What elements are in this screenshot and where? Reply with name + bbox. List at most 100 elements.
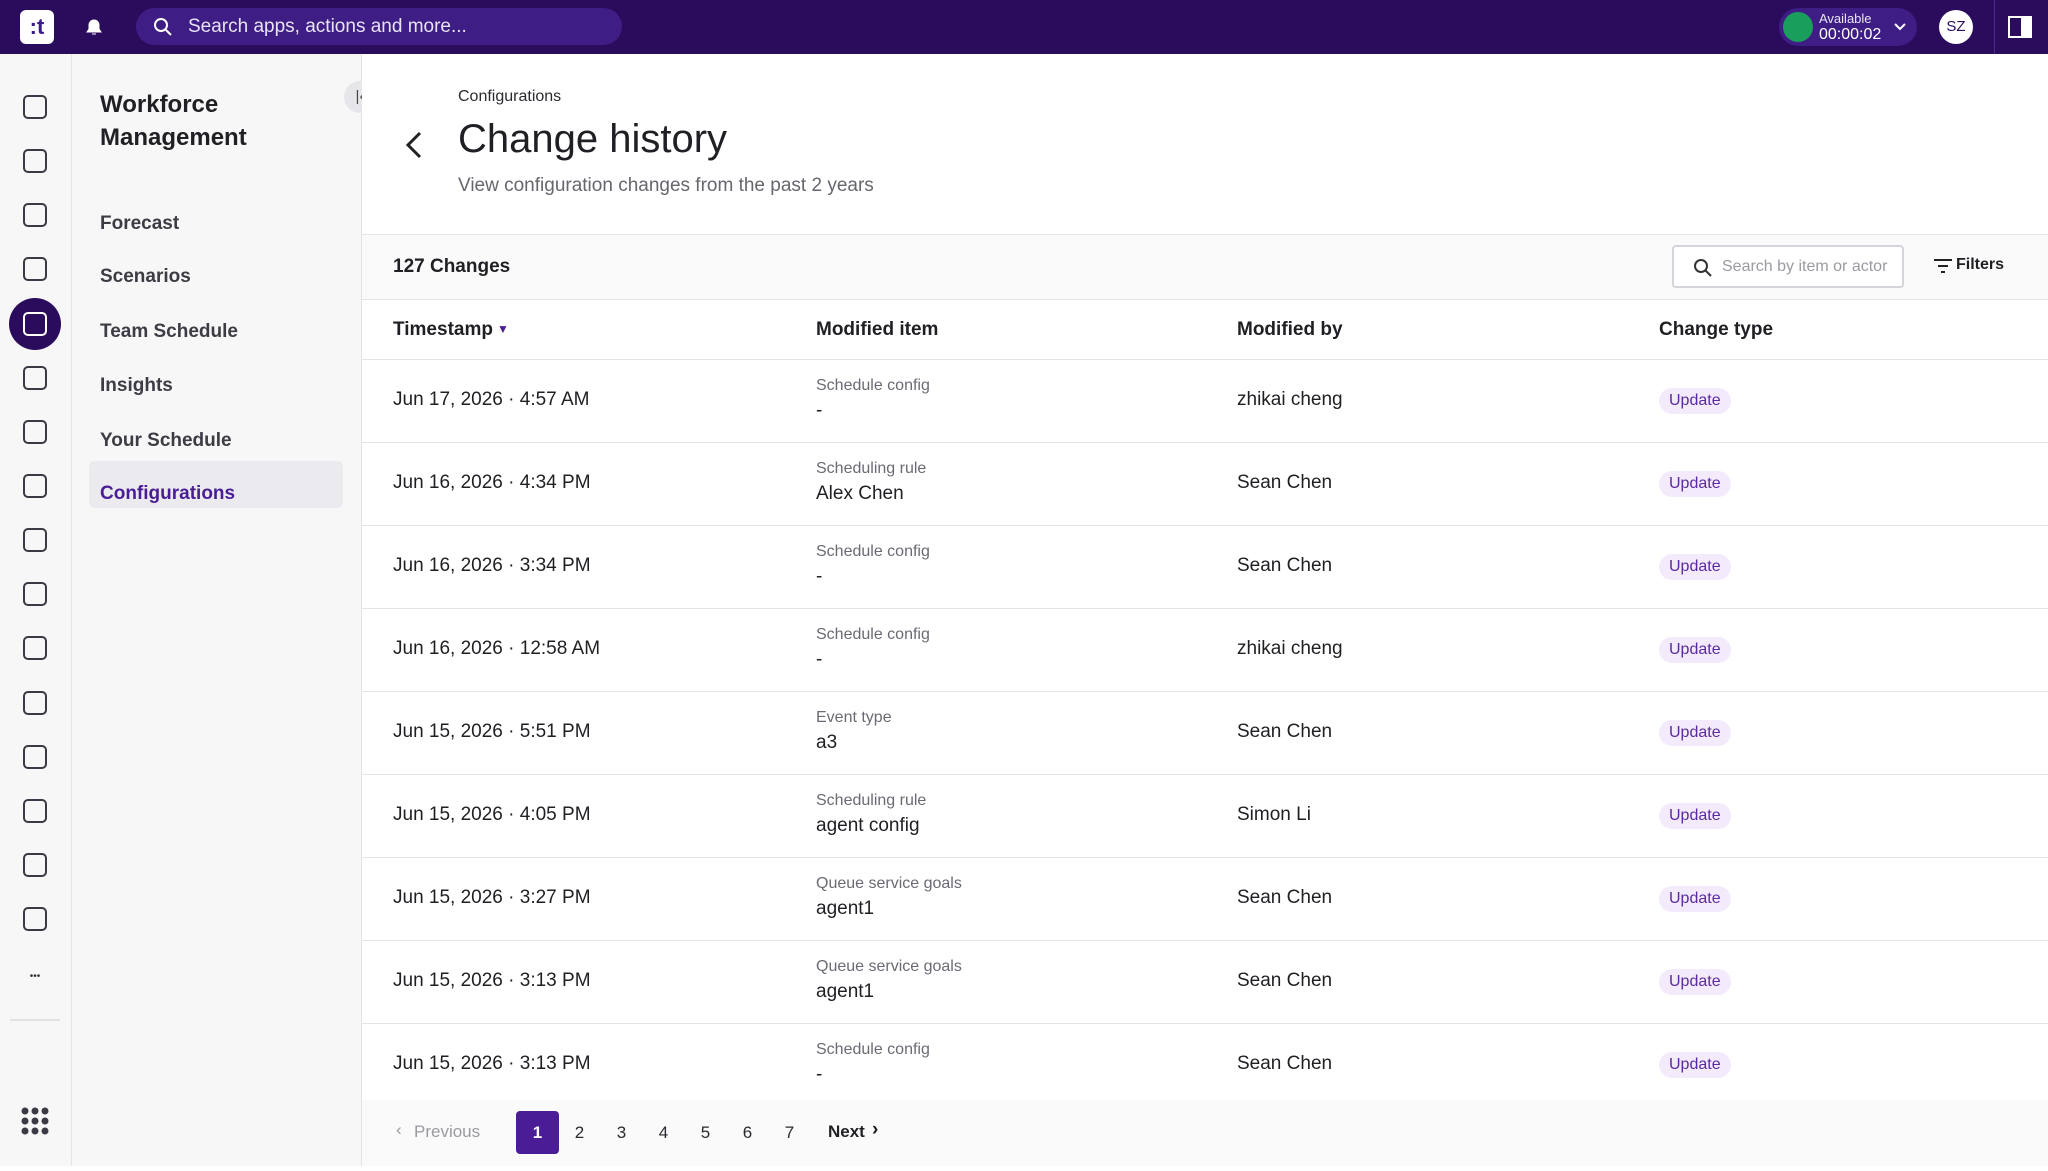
- page-button[interactable]: 6: [742, 1123, 753, 1142]
- table-row[interactable]: Jun 15, 2026 · 3:27 PM Queue service goal…: [362, 858, 2048, 941]
- apps-dot[interactable]: [21, 1107, 29, 1115]
- timestamp: Jun 16, 2026 · 3:34 PM: [393, 555, 591, 576]
- apps-dot[interactable]: [21, 1117, 29, 1125]
- apps-dot[interactable]: [21, 1127, 29, 1135]
- page-button[interactable]: 2: [574, 1123, 585, 1142]
- chevron: [1894, 23, 1906, 31]
- modified-by: Sean Chen: [1237, 970, 1333, 991]
- item-type: Scheduling rule: [816, 460, 927, 477]
- toolbar: 127 Changes Search by item or actor Filt…: [362, 234, 2048, 300]
- table-row[interactable]: Jun 15, 2026 · 3:13 PM Schedule config - Se…: [362, 1024, 2048, 1107]
- rail-icon[interactable]: [23, 420, 47, 444]
- item-type: Event type: [816, 709, 892, 726]
- page-button[interactable]: 7: [784, 1123, 795, 1142]
- nav-item[interactable]: Scenarios: [100, 266, 191, 287]
- rail-icon[interactable]: [23, 582, 47, 606]
- column-header: Change type: [1659, 319, 1774, 340]
- status-label: Available: [1819, 11, 1872, 26]
- filters-label: Filters: [1956, 256, 2005, 273]
- page-button[interactable]: 3: [616, 1123, 627, 1142]
- icon-rail: •••: [0, 54, 72, 1166]
- rail-icon[interactable]: [23, 853, 47, 877]
- search-placeholder: Search apps, actions and more...: [188, 16, 467, 37]
- table-row[interactable]: Jun 15, 2026 · 4:05 PM Scheduling rule age…: [362, 775, 2048, 858]
- timestamp: Jun 17, 2026 · 4:57 AM: [393, 389, 590, 410]
- status-dot: [1783, 12, 1813, 42]
- apps-dot[interactable]: [41, 1127, 49, 1135]
- page-button[interactable]: 5: [700, 1123, 711, 1142]
- global-search[interactable]: Search apps, actions and more...: [136, 8, 622, 45]
- nav-item[interactable]: Configurations: [100, 483, 236, 504]
- search-placeholder: Search by item or actor: [1722, 258, 1888, 275]
- table-header: Timestamp Modified item Modified by Change …: [362, 300, 2048, 360]
- rail-icon[interactable]: [23, 636, 47, 660]
- item-name: -: [816, 566, 823, 587]
- item-name: Alex Chen: [816, 483, 904, 504]
- column-header[interactable]: Timestamp: [393, 319, 493, 340]
- change-type-badge: Update: [1659, 886, 1731, 912]
- timestamp: Jun 16, 2026 · 12:58 AM: [393, 638, 601, 659]
- change-type-badge: Update: [1659, 471, 1731, 497]
- change-type-badge: Update: [1659, 720, 1731, 746]
- breadcrumb[interactable]: Configurations: [458, 88, 562, 105]
- previous-button[interactable]: Previous: [414, 1122, 481, 1141]
- modified-by: Sean Chen: [1237, 721, 1333, 742]
- apps-dot[interactable]: [31, 1127, 39, 1135]
- table-row[interactable]: Jun 17, 2026 · 4:57 AM Schedule config - zh…: [362, 360, 2048, 443]
- modified-by: Sean Chen: [1237, 555, 1333, 576]
- table-row[interactable]: Jun 15, 2026 · 5:51 PM Event type a3 Sean C…: [362, 692, 2048, 775]
- modified-by: Sean Chen: [1237, 887, 1333, 908]
- back-button[interactable]: [402, 130, 426, 160]
- logo[interactable]: :t: [20, 10, 54, 44]
- apps-dot[interactable]: [41, 1107, 49, 1115]
- rail-icon[interactable]: [23, 312, 47, 336]
- change-type-badge: Update: [1659, 388, 1731, 414]
- column-header: Modified by: [1237, 319, 1343, 340]
- apps-dot[interactable]: [31, 1107, 39, 1115]
- avatar[interactable]: SZ: [1939, 10, 1973, 44]
- table-search[interactable]: Search by item or actor: [1672, 245, 1904, 288]
- nav-item[interactable]: Team Schedule: [100, 321, 238, 342]
- rail-icon[interactable]: [23, 366, 47, 390]
- rail-icon[interactable]: [23, 95, 47, 119]
- change-type-badge: Update: [1659, 803, 1731, 829]
- next-button[interactable]: Next: [828, 1122, 865, 1141]
- apps-dot[interactable]: [41, 1117, 49, 1125]
- change-type-badge: Update: [1659, 1052, 1731, 1078]
- table-row[interactable]: Jun 16, 2026 · 4:34 PM Scheduling rule Ale…: [362, 443, 2048, 526]
- next-chevron: ›: [872, 1119, 879, 1140]
- status-pill[interactable]: Available 00:00:02: [1779, 8, 1917, 46]
- bell-icon[interactable]: [82, 15, 106, 39]
- timestamp: Jun 15, 2026 · 4:05 PM: [393, 804, 591, 825]
- rail-icon[interactable]: [23, 907, 47, 931]
- rail-icon[interactable]: [23, 528, 47, 552]
- pagination-bar: [362, 1100, 2048, 1166]
- search-icon: [1694, 259, 1712, 277]
- nav-item[interactable]: Insights: [100, 375, 173, 396]
- nav-item[interactable]: Forecast: [100, 213, 180, 234]
- modified-by: Sean Chen: [1237, 1053, 1333, 1074]
- change-type-badge: Update: [1659, 554, 1731, 580]
- rail-icon[interactable]: [23, 203, 47, 227]
- rail-icon[interactable]: [23, 257, 47, 281]
- rail-icon[interactable]: [23, 745, 47, 769]
- panel-icon[interactable]: [2008, 16, 2032, 38]
- rail-icon[interactable]: [23, 149, 47, 173]
- rail-icon[interactable]: [23, 799, 47, 823]
- timestamp: Jun 15, 2026 · 3:13 PM: [393, 970, 591, 991]
- page-button[interactable]: 4: [658, 1123, 669, 1142]
- apps-dot[interactable]: [31, 1117, 39, 1125]
- table-row[interactable]: Jun 16, 2026 · 3:34 PM Schedule config - Se…: [362, 526, 2048, 609]
- sort-icon[interactable]: ▼: [497, 322, 509, 336]
- nav-item[interactable]: Your Schedule: [100, 430, 232, 451]
- item-name: -: [816, 649, 823, 670]
- sidebar: Workforce Management |‹ Forecast Scenario…: [72, 54, 376, 1166]
- filter-icon: [1934, 259, 1952, 273]
- page-button[interactable]: 1: [516, 1111, 559, 1154]
- rail-active: [9, 298, 61, 350]
- rail-icon[interactable]: •••: [30, 971, 41, 982]
- table-row[interactable]: Jun 15, 2026 · 3:13 PM Queue service goal…: [362, 941, 2048, 1024]
- table-row[interactable]: Jun 16, 2026 · 12:58 AM Schedule config - z…: [362, 609, 2048, 692]
- rail-icon[interactable]: [23, 474, 47, 498]
- rail-icon[interactable]: [23, 691, 47, 715]
